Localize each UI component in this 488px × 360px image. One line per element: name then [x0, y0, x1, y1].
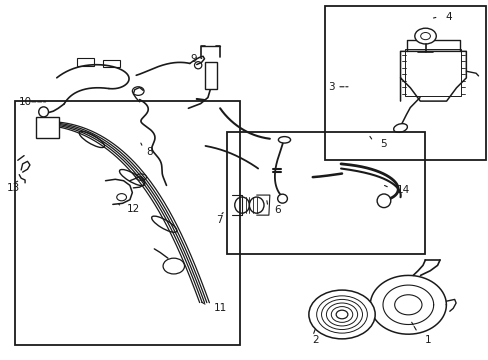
Circle shape [335, 310, 347, 319]
Ellipse shape [39, 107, 48, 117]
Text: 7: 7 [216, 215, 223, 225]
Bar [204, 62, 216, 89]
Text: 8: 8 [146, 147, 152, 157]
Text: 3: 3 [328, 82, 334, 92]
Text: 12: 12 [126, 204, 140, 215]
Ellipse shape [278, 136, 290, 143]
Text: 6: 6 [273, 206, 280, 216]
Text: 13: 13 [6, 183, 20, 193]
Text: 14: 14 [396, 185, 409, 195]
Text: 9: 9 [190, 54, 197, 64]
Circle shape [308, 290, 374, 339]
Ellipse shape [234, 197, 249, 213]
Ellipse shape [376, 194, 390, 208]
Text: 1: 1 [424, 334, 430, 345]
Bar [405, 49, 461, 96]
Ellipse shape [249, 197, 264, 213]
Circle shape [414, 28, 435, 44]
Circle shape [394, 295, 421, 315]
Text: 10: 10 [19, 97, 32, 107]
Text: 5: 5 [379, 139, 386, 149]
Text: 11: 11 [214, 303, 227, 314]
Circle shape [117, 194, 126, 201]
Ellipse shape [277, 194, 287, 203]
Bar [36, 117, 59, 138]
Text: 2: 2 [311, 334, 318, 345]
Bar [103, 59, 120, 67]
Bar [77, 58, 94, 66]
Bar [227, 132, 424, 253]
Ellipse shape [393, 123, 407, 132]
Bar [15, 101, 239, 345]
Bar [325, 6, 485, 160]
Text: 4: 4 [445, 12, 451, 22]
